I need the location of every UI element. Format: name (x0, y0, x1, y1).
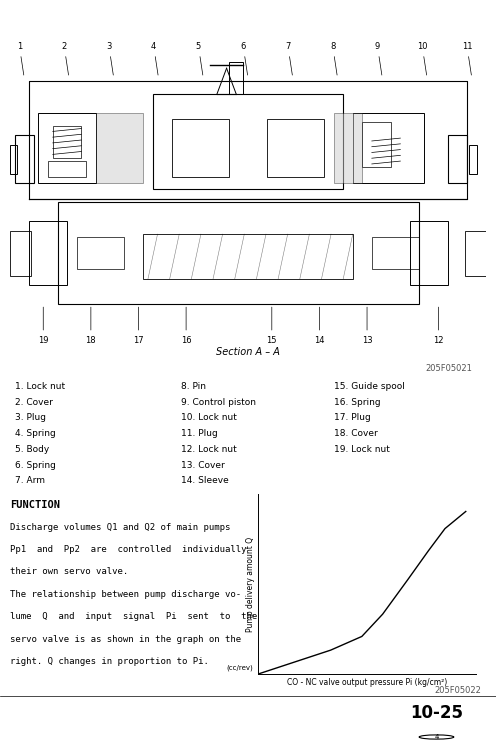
Bar (229, 62, 243, 94)
Bar (410, 222, 448, 285)
Text: 19. Lock nut: 19. Lock nut (334, 445, 389, 454)
Bar (267, 119, 324, 177)
Text: 15. Guide spool: 15. Guide spool (334, 382, 405, 391)
Text: 4: 4 (151, 42, 158, 75)
Text: 18: 18 (85, 307, 96, 345)
Bar (353, 113, 424, 183)
Text: 16. Spring: 16. Spring (334, 398, 380, 407)
Text: Pp1  and  Pp2  are  controlled  individually  by: Pp1 and Pp2 are controlled individually … (10, 545, 268, 554)
Bar (53, 126, 81, 157)
Bar (448, 136, 467, 183)
Text: 14. Sleeve: 14. Sleeve (182, 476, 229, 485)
Bar (469, 145, 477, 174)
Text: 18. Cover: 18. Cover (334, 429, 377, 438)
Bar (39, 113, 96, 183)
Text: 8: 8 (330, 42, 337, 75)
Text: 4: 4 (434, 734, 438, 740)
Bar (153, 94, 343, 189)
Text: 7. Arm: 7. Arm (15, 476, 45, 485)
Bar (465, 231, 486, 276)
Bar (96, 113, 143, 183)
Text: 8. Pin: 8. Pin (182, 382, 206, 391)
Text: FUNCTION: FUNCTION (10, 500, 60, 510)
Text: 6: 6 (241, 42, 248, 75)
Text: 13: 13 (362, 307, 372, 345)
Text: 1: 1 (17, 42, 24, 75)
Text: 19: 19 (38, 307, 49, 345)
Bar (76, 237, 124, 269)
Text: The relationship between pump discharge vo-: The relationship between pump discharge … (10, 589, 241, 598)
Text: 4. Spring: 4. Spring (15, 429, 56, 438)
Text: Discharge volumes Q1 and Q2 of main pumps: Discharge volumes Q1 and Q2 of main pump… (10, 523, 230, 532)
Bar (334, 113, 362, 183)
Text: 7: 7 (285, 42, 292, 75)
Text: 14: 14 (314, 307, 325, 345)
Text: 16: 16 (181, 307, 191, 345)
Text: 205F05022: 205F05022 (434, 686, 481, 695)
Text: 12. Lock nut: 12. Lock nut (182, 445, 237, 454)
Text: 5: 5 (196, 42, 203, 75)
Text: servo valve is as shown in the graph on the: servo valve is as shown in the graph on … (10, 634, 241, 643)
Text: 10. Lock nut: 10. Lock nut (182, 413, 237, 422)
Text: 11: 11 (462, 42, 472, 75)
Bar (362, 123, 391, 167)
Text: 17. Plug: 17. Plug (334, 413, 371, 422)
Bar (58, 202, 420, 304)
Bar (10, 231, 31, 276)
Bar (143, 234, 353, 279)
Text: 15: 15 (266, 307, 277, 345)
Text: 2: 2 (62, 42, 68, 75)
Text: 11. Plug: 11. Plug (182, 429, 218, 438)
Text: (cc/rev): (cc/rev) (227, 664, 253, 670)
Text: 12: 12 (433, 307, 444, 345)
Bar (172, 119, 229, 177)
Text: 2. Cover: 2. Cover (15, 398, 53, 407)
Text: 3: 3 (106, 42, 113, 75)
Text: 6. Spring: 6. Spring (15, 461, 56, 470)
Text: 13. Cover: 13. Cover (182, 461, 225, 470)
Text: 9: 9 (375, 42, 382, 75)
X-axis label: CO - NC valve output pressure Pi (kg/cm²): CO - NC valve output pressure Pi (kg/cm²… (287, 679, 447, 688)
Text: 9. Control piston: 9. Control piston (182, 398, 256, 407)
Text: 17: 17 (133, 307, 144, 345)
Text: lume  Q  and  input  signal  Pi  sent  to  the: lume Q and input signal Pi sent to the (10, 612, 257, 621)
Text: 205F05021: 205F05021 (425, 364, 472, 373)
Y-axis label: Pump delivery amount Q: Pump delivery amount Q (246, 536, 255, 632)
Text: 5. Body: 5. Body (15, 445, 49, 454)
Bar (15, 136, 34, 183)
Text: Section A – A: Section A – A (216, 348, 280, 357)
Text: 10: 10 (417, 42, 428, 75)
Text: right. Q changes in proportion to Pi.: right. Q changes in proportion to Pi. (10, 657, 209, 666)
Bar (10, 145, 17, 174)
Text: 10-25: 10-25 (410, 704, 463, 722)
Text: 1. Lock nut: 1. Lock nut (15, 382, 65, 391)
Bar (372, 237, 420, 269)
Text: 3. Plug: 3. Plug (15, 413, 46, 422)
Text: their own servo valve.: their own servo valve. (10, 568, 128, 577)
Bar (48, 161, 86, 177)
Bar (29, 222, 67, 285)
